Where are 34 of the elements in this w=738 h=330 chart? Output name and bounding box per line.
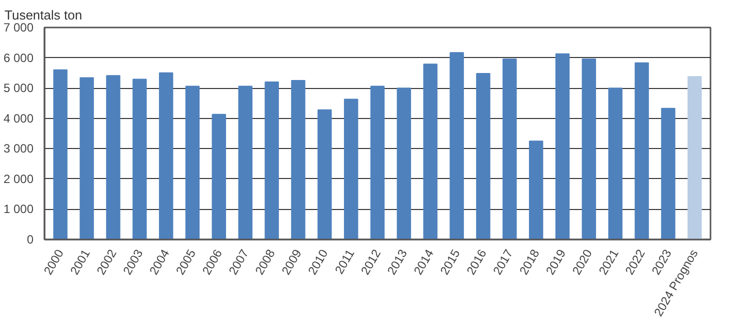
- bar: [688, 76, 702, 240]
- y-tick-label: 7 000: [3, 20, 34, 34]
- bar: [423, 64, 438, 240]
- y-tick-label: 6 000: [3, 50, 34, 65]
- bar: [238, 86, 252, 240]
- y-tick-label: 0: [26, 232, 34, 246]
- bar: [528, 140, 544, 240]
- bar: [396, 88, 412, 240]
- y-tick-label: 2 000: [3, 172, 34, 186]
- bar: [476, 73, 490, 240]
- bar: [158, 72, 174, 240]
- bar: [185, 86, 200, 240]
- bar: [634, 62, 649, 240]
- bar: [80, 77, 94, 240]
- y-axis-title: Tusentals ton: [4, 8, 82, 22]
- bar: [53, 69, 68, 240]
- bar: [450, 52, 464, 240]
- bar: [264, 82, 279, 240]
- bar: [318, 109, 332, 240]
- y-tick-label: 3 000: [3, 142, 34, 156]
- bar: [132, 78, 147, 240]
- bar: [106, 75, 120, 240]
- bar: [661, 108, 676, 240]
- bar: [582, 58, 596, 240]
- bar: [291, 80, 306, 240]
- bar: [344, 98, 358, 240]
- bar: [555, 53, 570, 240]
- y-tick-label: 4 000: [3, 111, 34, 126]
- y-tick-label: 5 000: [3, 81, 34, 96]
- y-tick-label: 1 000: [3, 202, 34, 216]
- bar: [370, 86, 385, 240]
- bar: [608, 88, 622, 240]
- bar: [502, 58, 517, 240]
- bar: [212, 114, 226, 240]
